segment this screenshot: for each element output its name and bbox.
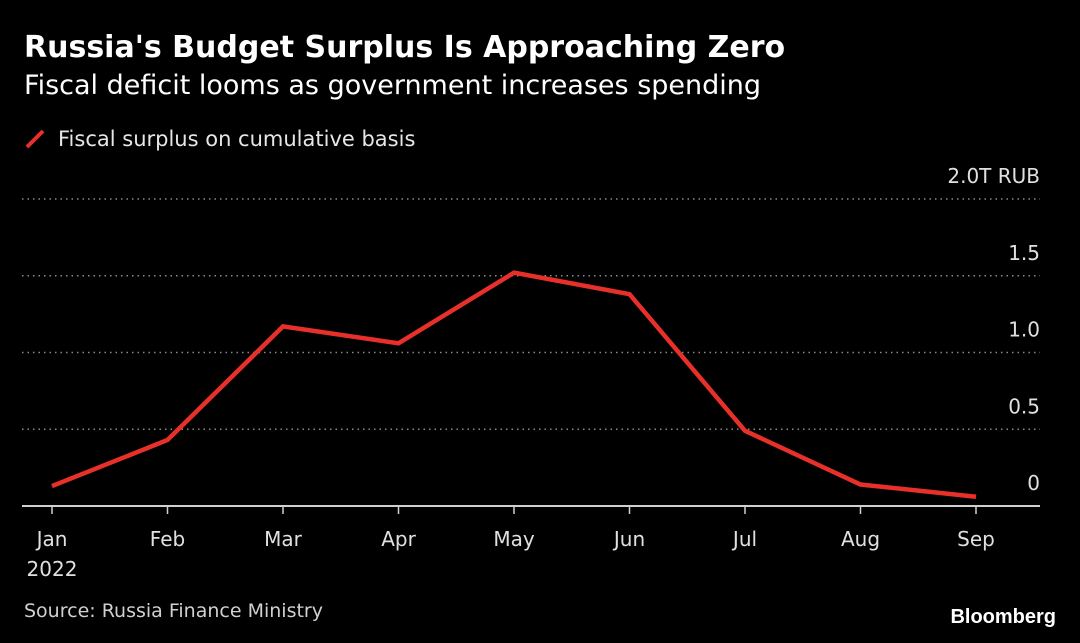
legend-label: Fiscal surplus on cumulative basis: [58, 127, 416, 151]
x-tick-label: May: [493, 527, 535, 551]
y-tick-label: 2.0T RUB: [947, 164, 1040, 188]
y-tick-label: 0: [1027, 471, 1040, 495]
y-tick-label: 0.5: [1008, 394, 1040, 418]
x-tick-label: Aug: [841, 527, 880, 551]
x-tick-label: Jun: [612, 527, 645, 551]
legend: Fiscal surplus on cumulative basis: [24, 124, 415, 154]
x-tick-label: Sep: [957, 527, 995, 551]
chart-title: Russia's Budget Surplus Is Approaching Z…: [24, 30, 786, 65]
y-axis-labels: 0 0.5 1.0 1.5 2.0T RUB: [947, 164, 1040, 495]
x-tick-label: Jan: [35, 527, 68, 551]
series-line: [51, 270, 977, 500]
chart-subtitle: Fiscal deficit looms as government incre…: [24, 70, 762, 101]
y-tick-label: 1.5: [1008, 241, 1040, 265]
x-tick-label: Jul: [731, 527, 757, 551]
y-tick-label: 1.0: [1008, 318, 1040, 342]
x-tick-label: Mar: [264, 527, 303, 551]
red-diagonal-line-icon: [25, 129, 45, 149]
x-tick-label: Apr: [381, 527, 416, 551]
grid-lines: [22, 198, 1040, 430]
x-year-label: 2022: [27, 557, 78, 581]
x-tick-label: Feb: [150, 527, 185, 551]
x-axis: [22, 505, 1040, 514]
source-note: Source: Russia Finance Ministry: [24, 600, 323, 622]
series: [51, 270, 977, 500]
x-axis-labels: Jan Feb Mar Apr May Jun Jul Aug Sep 2022: [27, 527, 995, 581]
brand-logo: Bloomberg: [950, 606, 1056, 628]
